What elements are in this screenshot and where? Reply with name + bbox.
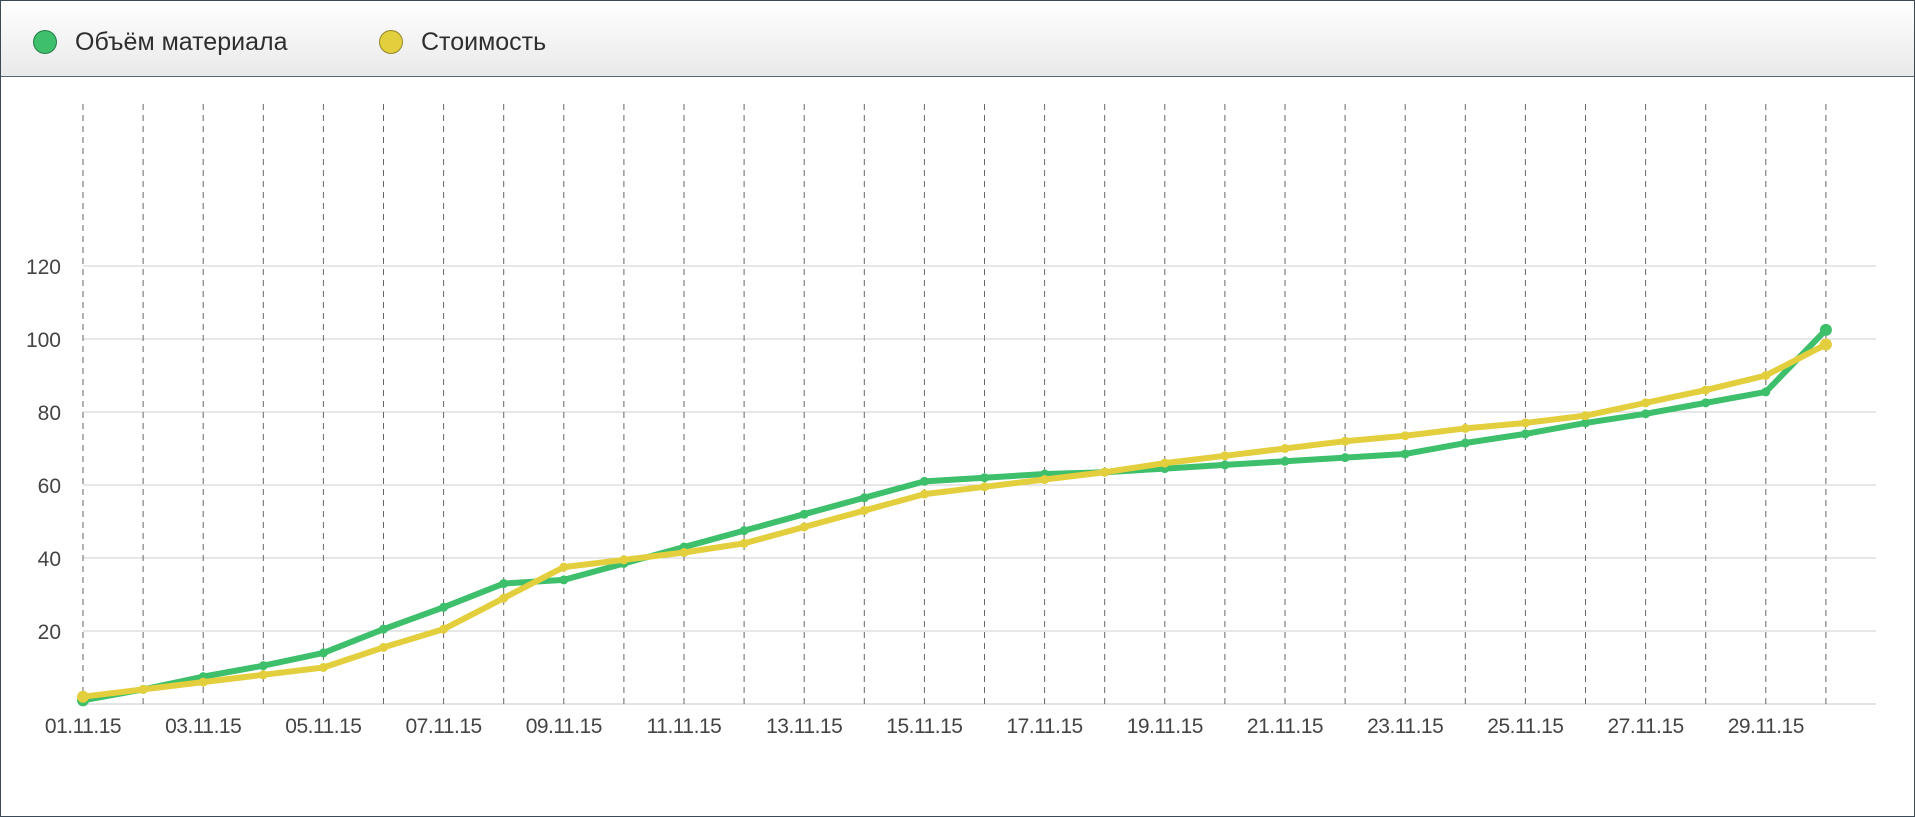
data-point-volume: [1400, 449, 1410, 459]
data-point-volume: [739, 526, 749, 536]
x-tick-label: 09.11.15: [526, 715, 602, 738]
data-point-cost: [1819, 338, 1832, 351]
data-point-cost: [559, 562, 569, 572]
data-point-cost: [439, 624, 449, 634]
data-point-cost: [499, 593, 509, 603]
data-point-volume: [1701, 398, 1711, 408]
data-point-volume: [1220, 460, 1230, 470]
data-point-volume: [379, 624, 388, 634]
x-tick-label: 07.11.15: [406, 715, 482, 738]
data-point-volume: [1581, 418, 1590, 428]
x-tick-label: 23.11.15: [1367, 715, 1443, 738]
data-point-cost: [739, 538, 749, 548]
data-point-cost: [1400, 431, 1410, 441]
legend-label-cost: Стоимость: [421, 27, 547, 56]
x-tick-label: 19.11.15: [1127, 715, 1203, 738]
data-point-volume: [1641, 409, 1651, 419]
x-tick-label: 29.11.15: [1728, 715, 1804, 738]
data-point-cost: [1520, 418, 1530, 428]
data-point-cost: [198, 677, 208, 687]
data-point-cost: [258, 670, 268, 680]
x-tick-label: 27.11.15: [1608, 715, 1684, 738]
x-tick-label: 01.11.15: [45, 715, 121, 738]
data-point-volume: [439, 602, 449, 612]
data-point-cost: [980, 482, 989, 492]
data-point-volume: [318, 648, 328, 658]
y-tick-label: 40: [38, 548, 61, 571]
data-point-volume: [799, 509, 809, 519]
x-tick-label: 03.11.15: [165, 715, 241, 738]
x-tick-label: 11.11.15: [647, 715, 722, 738]
data-point-cost: [1160, 458, 1170, 468]
data-point-volume: [499, 579, 509, 589]
x-tick-label: 17.11.15: [1007, 715, 1083, 738]
data-point-volume: [1819, 323, 1832, 336]
data-point-cost: [138, 684, 148, 694]
y-tick-label: 60: [38, 475, 61, 498]
y-tick-label: 80: [38, 402, 61, 425]
data-point-cost: [1460, 423, 1470, 433]
data-point-volume: [559, 575, 569, 585]
data-point-cost: [1040, 475, 1050, 485]
legend-item-cost[interactable]: Стоимость: [379, 25, 546, 59]
data-point-cost: [1340, 436, 1350, 446]
data-point-cost: [1581, 411, 1590, 421]
data-point-cost: [859, 506, 869, 516]
data-point-volume: [1520, 429, 1530, 439]
data-point-cost: [1701, 385, 1711, 395]
data-point-cost: [679, 548, 689, 558]
series-line-volume: [80, 326, 1829, 704]
legend-marker-cost: [379, 30, 403, 54]
data-point-volume: [859, 493, 869, 503]
data-point-cost: [77, 690, 89, 703]
data-point-volume: [980, 473, 989, 483]
data-point-cost: [1641, 398, 1651, 408]
chart-plot-area: 20 40 60 80 100 120 01.11.15 03.11.15 05.11.15 07…: [26, 104, 1876, 738]
y-tick-label: 120: [26, 256, 61, 279]
data-point-cost: [799, 522, 809, 532]
y-tick-label: 20: [38, 621, 61, 644]
data-point-cost: [1280, 444, 1290, 453]
series-line-cost: [80, 341, 1829, 700]
x-tick-label: 25.11.15: [1487, 715, 1563, 738]
data-point-volume: [258, 661, 268, 671]
data-point-cost: [1220, 451, 1230, 461]
y-tick-label: 100: [26, 329, 61, 352]
x-tick-label: 13.11.15: [766, 715, 842, 738]
x-tick-label: 21.11.15: [1247, 715, 1323, 738]
x-tick-label: 15.11.15: [886, 715, 962, 738]
legend-label-volume: Объём материала: [75, 27, 288, 56]
data-point-volume: [1761, 387, 1771, 397]
data-point-volume: [1280, 456, 1290, 466]
data-point-volume: [919, 476, 929, 486]
x-tick-label: 05.11.15: [285, 715, 361, 738]
legend: Объём материала Стоимость: [1, 1, 1914, 77]
data-point-cost: [919, 489, 929, 499]
data-point-volume: [1460, 438, 1470, 448]
data-point-cost: [379, 642, 388, 652]
data-point-cost: [1100, 467, 1110, 477]
data-point-cost: [1761, 371, 1771, 380]
data-point-cost: [619, 555, 629, 565]
data-point-volume: [1340, 453, 1350, 463]
legend-item-volume[interactable]: Объём материала: [33, 25, 287, 59]
data-point-cost: [318, 663, 328, 672]
legend-marker-volume: [33, 30, 57, 54]
